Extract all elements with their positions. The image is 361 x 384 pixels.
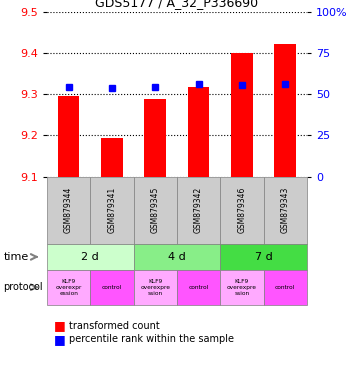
Text: control: control [102,285,122,290]
Bar [101,138,123,177]
Text: GSM879342: GSM879342 [194,187,203,233]
Text: percentile rank within the sample: percentile rank within the sample [69,334,234,344]
Text: 2 d: 2 d [81,252,99,262]
Text: transformed count: transformed count [69,321,159,331]
Text: ■: ■ [54,333,66,346]
Bar [144,99,166,177]
Text: KLF9
overexpre
ssion: KLF9 overexpre ssion [227,279,257,296]
Text: GSM879344: GSM879344 [64,187,73,233]
Bar [58,96,79,177]
Text: protocol: protocol [4,282,43,292]
Text: 4 d: 4 d [168,252,186,262]
Bar [274,44,296,177]
Text: GSM879345: GSM879345 [151,187,160,233]
Bar [231,53,253,177]
Text: ■: ■ [54,319,66,332]
Text: KLF9
overexpre
ssion: KLF9 overexpre ssion [140,279,170,296]
Text: GSM879341: GSM879341 [108,187,116,233]
Text: KLF9
overexpr
ession: KLF9 overexpr ession [55,279,82,296]
Text: time: time [4,252,29,262]
Bar [188,87,209,177]
Title: GDS5177 / A_32_P336690: GDS5177 / A_32_P336690 [95,0,258,9]
Text: GSM879343: GSM879343 [281,187,290,233]
Text: 7 d: 7 d [255,252,273,262]
Text: control: control [188,285,209,290]
Text: GSM879346: GSM879346 [238,187,246,233]
Text: control: control [275,285,295,290]
